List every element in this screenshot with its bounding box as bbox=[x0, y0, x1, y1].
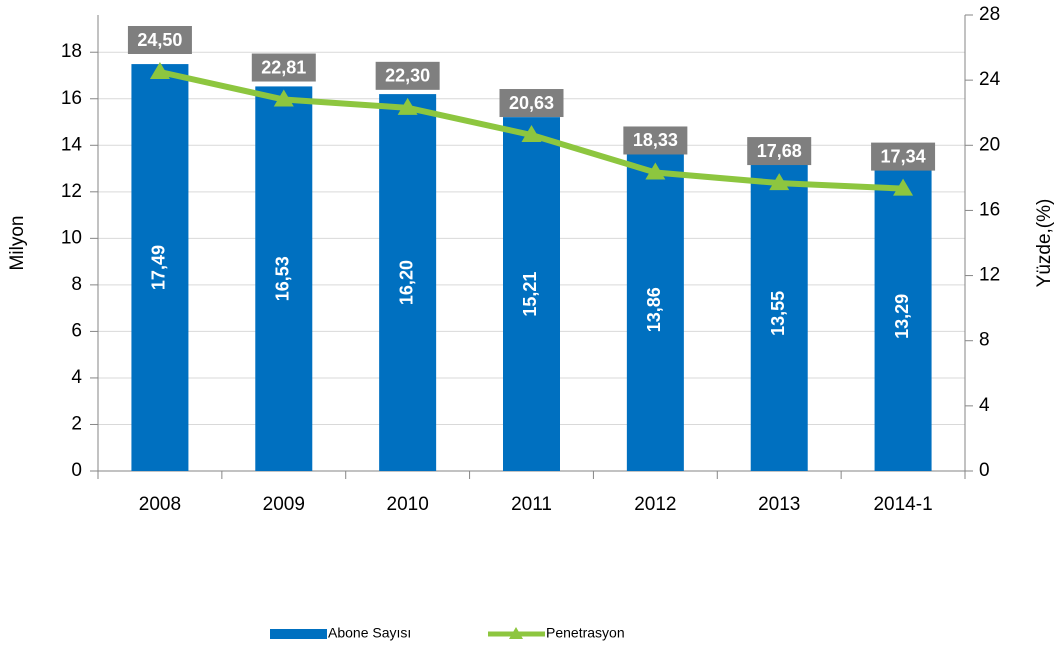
x-tick-label: 2013 bbox=[758, 494, 800, 515]
label-box bbox=[251, 53, 316, 82]
bar-value-label: 13,86 bbox=[644, 287, 664, 332]
line-value-label: 20,63 bbox=[509, 93, 554, 113]
label-box bbox=[747, 137, 812, 166]
label-box bbox=[871, 142, 936, 171]
x-tick-label: 2012 bbox=[634, 494, 676, 515]
bar bbox=[874, 161, 932, 471]
label-box bbox=[375, 61, 440, 90]
y2-tick-label: 8 bbox=[979, 330, 990, 351]
bar bbox=[379, 94, 437, 471]
bar-value-label: 16,20 bbox=[396, 260, 416, 305]
bar bbox=[131, 64, 189, 472]
y2-tick-label: 20 bbox=[979, 134, 1000, 155]
y-tick-label: 10 bbox=[61, 227, 82, 248]
y-tick-label: 12 bbox=[61, 181, 82, 202]
x-tick-label: 2011 bbox=[511, 494, 552, 515]
bar-value-label: 16,53 bbox=[273, 256, 293, 301]
y-tick-label: 2 bbox=[71, 413, 82, 434]
bar bbox=[255, 86, 313, 471]
bar-value-label: 13,55 bbox=[768, 291, 788, 336]
y2-tick-label: 24 bbox=[979, 69, 1001, 90]
bar-value-label: 13,29 bbox=[892, 294, 912, 339]
line-marker bbox=[397, 97, 418, 115]
y-axis-label: Milyon bbox=[7, 216, 28, 271]
y2-tick-label: 4 bbox=[979, 395, 990, 416]
bar-value-label: 15,21 bbox=[520, 272, 540, 317]
line-value-label: 24,50 bbox=[137, 30, 182, 50]
legend-label: Penetrasyon bbox=[546, 625, 625, 641]
line-marker bbox=[893, 178, 914, 196]
y-tick-label: 8 bbox=[71, 274, 82, 295]
legend-swatch bbox=[270, 629, 327, 639]
bar-value-label: 17,49 bbox=[149, 245, 169, 290]
y-tick-label: 4 bbox=[71, 367, 82, 388]
legend-label: Abone Sayısı bbox=[328, 625, 411, 641]
line-marker bbox=[645, 162, 666, 180]
y-tick-label: 18 bbox=[61, 41, 82, 62]
y2-tick-label: 12 bbox=[979, 265, 1000, 286]
y2-tick-label: 16 bbox=[979, 199, 1000, 220]
legend-marker bbox=[509, 627, 523, 639]
line-value-label: 17,34 bbox=[881, 146, 926, 166]
line-marker bbox=[769, 173, 790, 191]
y-tick-label: 14 bbox=[61, 134, 83, 155]
line-value-label: 17,68 bbox=[757, 141, 802, 161]
line-value-label: 22,81 bbox=[261, 57, 306, 77]
x-tick-label: 2009 bbox=[263, 494, 305, 515]
line-marker bbox=[521, 125, 542, 143]
label-box bbox=[127, 26, 192, 54]
line-value-label: 22,30 bbox=[385, 66, 430, 86]
y-tick-label: 16 bbox=[61, 88, 82, 109]
y2-axis-label: Yüzde,(%) bbox=[1034, 199, 1055, 288]
label-box bbox=[499, 89, 564, 118]
line-marker bbox=[149, 62, 170, 79]
y-tick-label: 0 bbox=[71, 460, 82, 481]
label-box bbox=[623, 126, 688, 155]
y2-tick-label: 0 bbox=[979, 460, 990, 481]
y2-tick-label: 28 bbox=[979, 4, 1000, 25]
y-tick-label: 6 bbox=[71, 320, 82, 341]
x-tick-label: 2008 bbox=[139, 494, 181, 515]
line-marker bbox=[273, 89, 294, 107]
bar bbox=[750, 155, 808, 471]
x-tick-label: 2014-1 bbox=[873, 494, 932, 515]
x-tick-label: 2010 bbox=[387, 494, 429, 515]
bar bbox=[626, 148, 684, 472]
line-value-label: 18,33 bbox=[633, 130, 678, 150]
bar bbox=[503, 117, 560, 471]
